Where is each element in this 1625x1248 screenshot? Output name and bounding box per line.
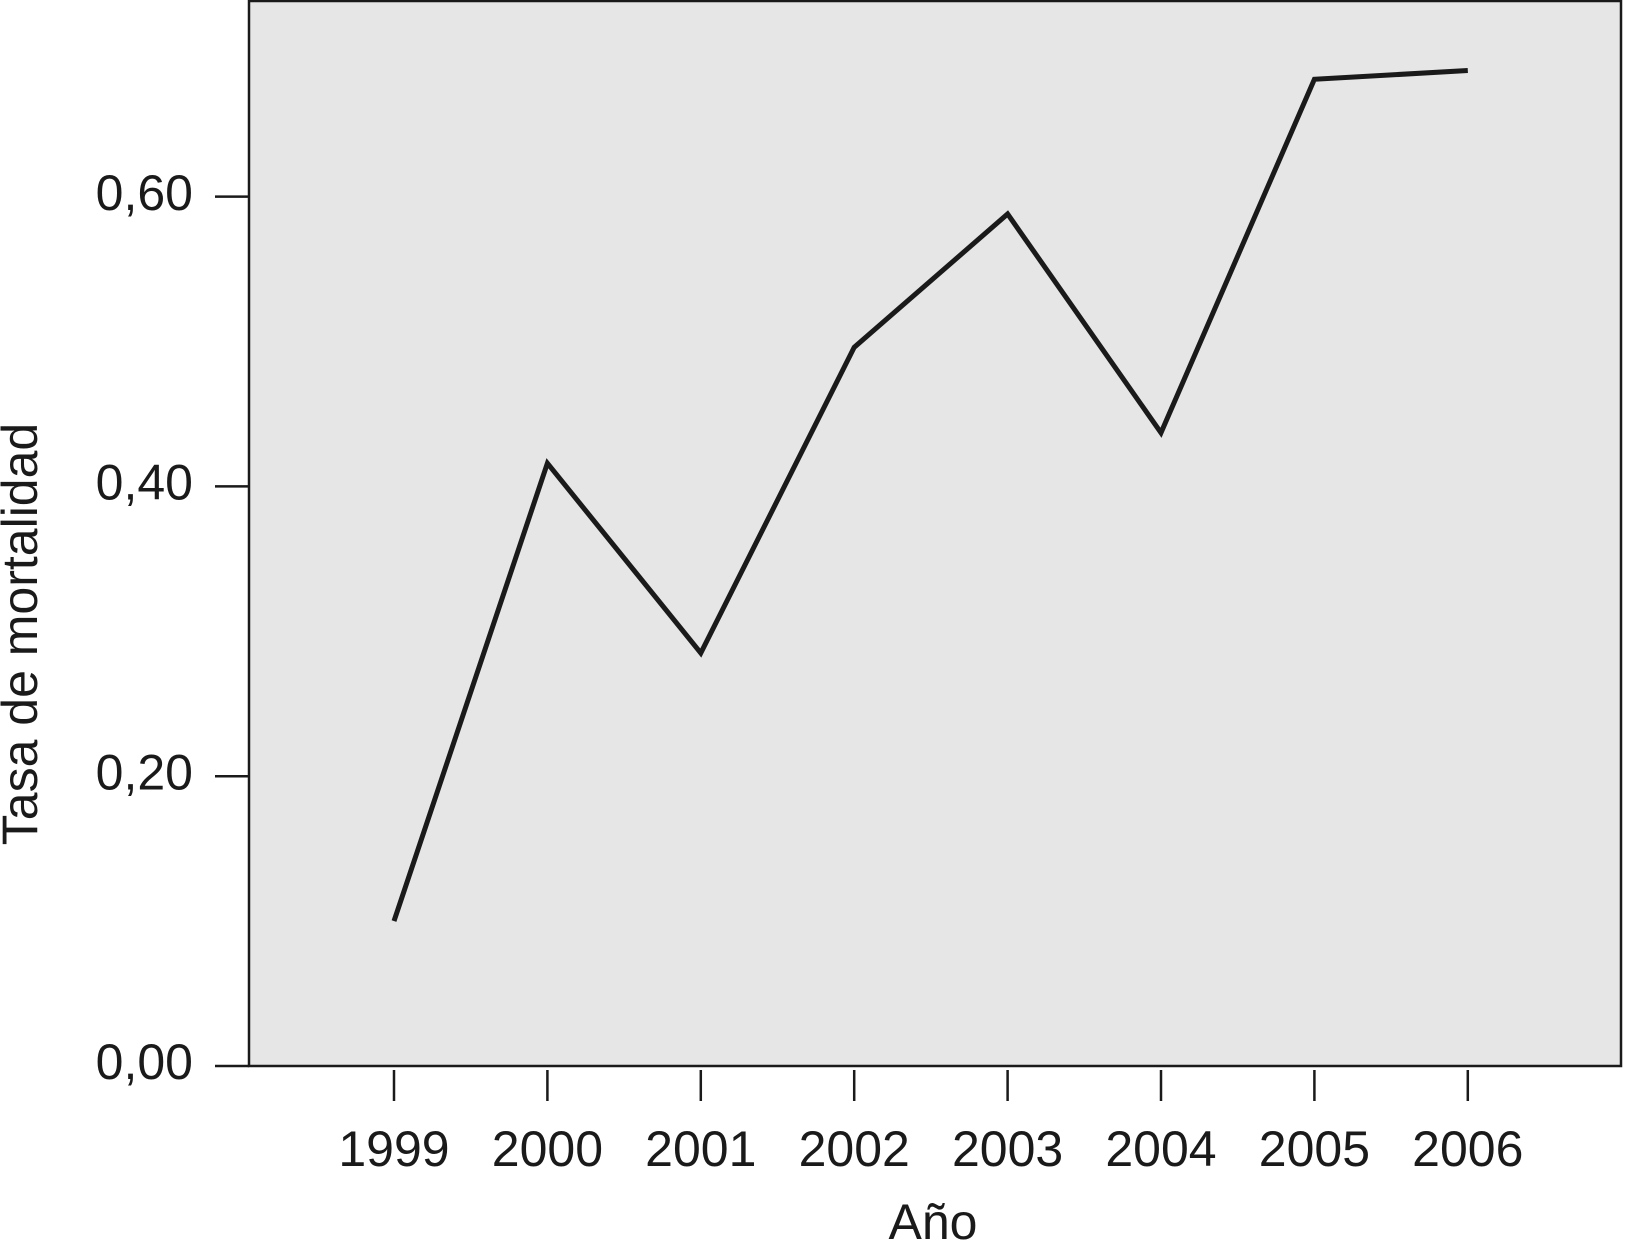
x-tick-label: 2005: [1259, 1121, 1370, 1177]
y-tick-label: 0,20: [96, 744, 193, 800]
x-tick-label: 1999: [338, 1121, 449, 1177]
data-line: [391, 68, 1468, 922]
x-tick-label: 2000: [492, 1121, 603, 1177]
y-tick-label: 0,00: [96, 1034, 193, 1090]
y-axis-title: Tasa de mortalidad: [0, 423, 48, 845]
y-tick-label: 0,60: [96, 165, 193, 221]
x-tick-label: 2001: [645, 1121, 756, 1177]
y-tick-label: 0,40: [96, 455, 193, 511]
x-axis-title: Año: [889, 1194, 978, 1248]
plot-area: [247, 0, 1623, 1068]
x-tick-label: 2003: [952, 1121, 1063, 1177]
x-tick-label: 2006: [1412, 1121, 1523, 1177]
x-tick-label: 2004: [1105, 1121, 1216, 1177]
x-tick-label: 2002: [799, 1121, 910, 1177]
